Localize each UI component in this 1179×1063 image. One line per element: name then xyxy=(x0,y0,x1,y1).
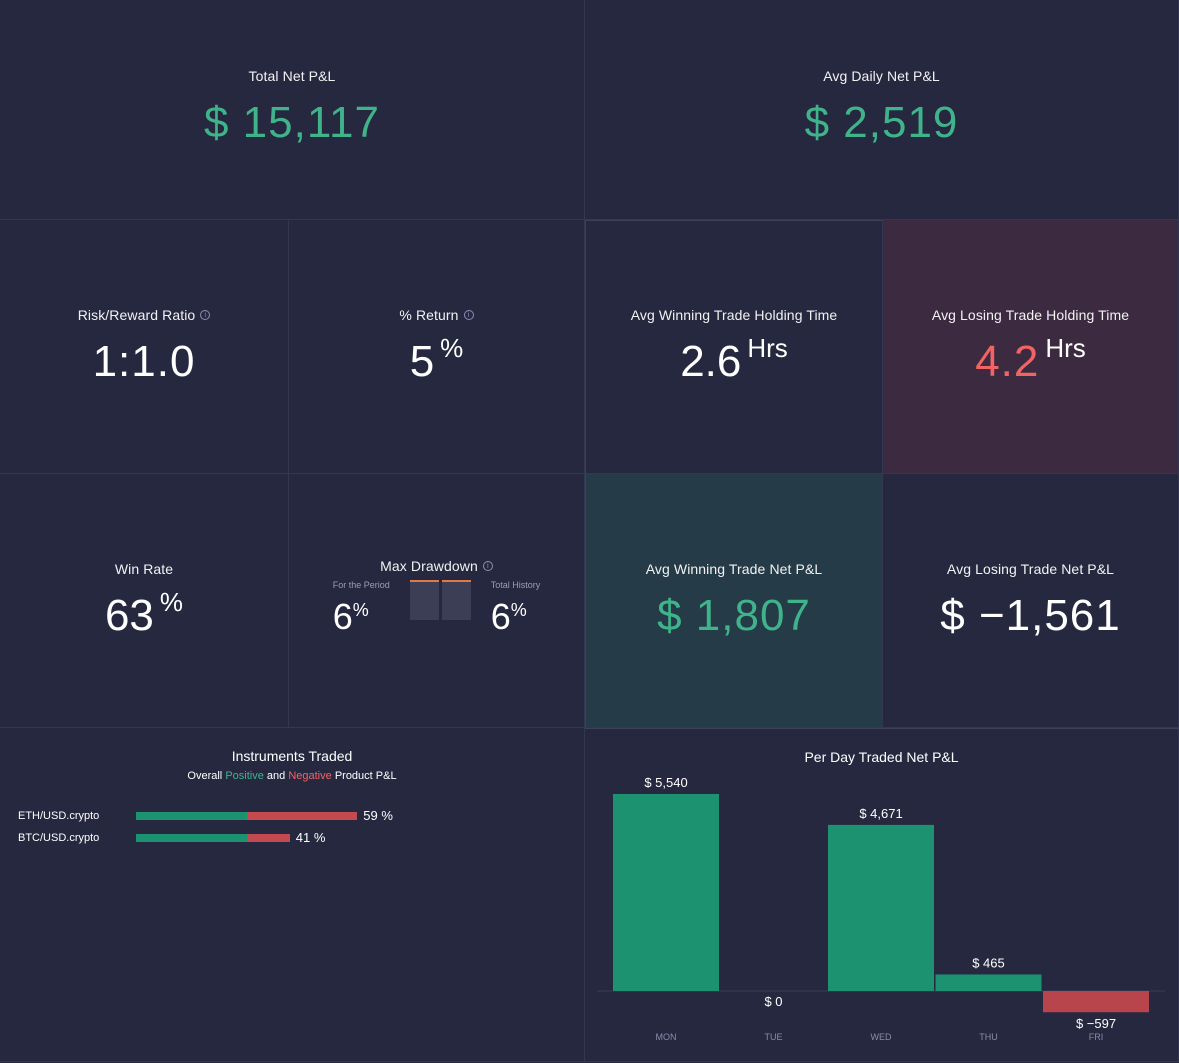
drawdown-bar-history xyxy=(441,579,471,620)
pct-return-label: % Return i xyxy=(399,306,474,323)
pct-return-unit: % xyxy=(440,332,464,363)
win-rate-value: 63 xyxy=(104,590,154,640)
instruments-sub-negative: Negative xyxy=(288,770,332,782)
avg-loss-pnl-card: Avg Losing Trade Net P&L $ −1,561 xyxy=(883,474,1179,728)
instrument-bar xyxy=(136,833,290,842)
instrument-name: ETH/USD.crypto xyxy=(18,809,100,822)
risk-reward-value: 1:1.0 xyxy=(92,336,196,386)
instrument-row[interactable]: ETH/USD.crypto 59 % xyxy=(18,808,393,823)
chart-data-label: $ 0 xyxy=(764,994,782,1009)
pct-return-value-row: 5 % xyxy=(409,333,464,387)
instruments-sub-suffix: Product P&L xyxy=(334,770,397,782)
instrument-bar-negative xyxy=(246,833,290,842)
instruments-title: Instruments Traded xyxy=(231,748,353,764)
avg-loss-hold-card: Avg Losing Trade Holding Time 4.2 Hrs xyxy=(883,220,1179,474)
avg-loss-hold-value-row: 4.2 Hrs xyxy=(975,333,1086,387)
chart-bar[interactable] xyxy=(935,974,1042,991)
drawdown-history-unit: % xyxy=(510,599,527,620)
avg-win-pnl-value: $ 1,807 xyxy=(657,590,811,640)
avg-win-hold-value: 2.6 xyxy=(680,337,742,386)
pct-return-card: % Return i 5 % xyxy=(289,220,585,474)
risk-reward-card: Risk/Reward Ratio i 1:1.0 xyxy=(0,220,289,474)
avg-loss-hold-unit: Hrs xyxy=(1045,332,1086,363)
chart-tick-label: TUE xyxy=(765,1032,783,1042)
avg-win-pnl-card: Avg Winning Trade Net P&L $ 1,807 xyxy=(585,474,883,728)
max-drawdown-label: Max Drawdown i xyxy=(380,558,493,574)
instruments-subtitle: Overall Positive and Negative Product P&… xyxy=(0,770,584,782)
total-net-pnl-value: $ 15,117 xyxy=(203,97,380,147)
drawdown-history-label: Total History xyxy=(490,579,541,590)
chart-data-label: $ −597 xyxy=(1076,1016,1116,1031)
chart-data-label: $ 465 xyxy=(972,955,1005,970)
chart-bar[interactable] xyxy=(613,794,719,991)
avg-win-hold-unit: Hrs xyxy=(747,333,788,363)
info-icon[interactable]: i xyxy=(463,309,474,320)
win-rate-label: Win Rate xyxy=(114,560,174,577)
drawdown-bars xyxy=(409,579,471,620)
per-day-card: Per Day Traded Net P&L $ 5,540 MON $ 0 TUE $… xyxy=(585,728,1179,1062)
avg-loss-pnl-value: $ −1,561 xyxy=(940,590,1121,640)
instrument-bar xyxy=(136,811,358,820)
max-drawdown-card: Max Drawdown i For the Period 6% Total H… xyxy=(289,474,585,728)
instrument-pct: 59 % xyxy=(363,808,393,823)
per-day-title: Per Day Traded Net P&L xyxy=(804,749,959,765)
avg-loss-hold-label: Avg Losing Trade Holding Time xyxy=(931,306,1130,323)
info-icon[interactable]: i xyxy=(482,560,493,571)
win-rate-unit: % xyxy=(159,586,184,617)
drawdown-period-number: 6 xyxy=(332,595,353,637)
drawdown-history: Total History 6% xyxy=(491,580,541,638)
max-drawdown-label-text: Max Drawdown xyxy=(380,557,478,574)
chart-bar[interactable] xyxy=(1043,991,1149,1013)
avg-loss-hold-value: 4.2 xyxy=(975,336,1040,386)
instruments-sub-positive: Positive xyxy=(225,770,264,782)
instruments-sub-and: and xyxy=(266,770,286,782)
info-icon[interactable]: i xyxy=(200,309,211,320)
drawdown-period: For the Period 6% xyxy=(333,580,390,638)
instrument-pct: 41 % xyxy=(295,830,326,845)
instruments-sub-prefix: Overall xyxy=(187,770,223,782)
drawdown-bar-period xyxy=(409,579,439,620)
chart-data-label: $ 5,540 xyxy=(644,775,687,790)
avg-win-pnl-label: Avg Winning Trade Net P&L xyxy=(645,560,823,577)
avg-win-hold-card: Avg Winning Trade Holding Time 2.6 Hrs xyxy=(585,220,883,474)
chart-tick-label: THU xyxy=(979,1032,998,1042)
instrument-name: BTC/USD.crypto xyxy=(18,831,100,844)
win-rate-value-row: 63 % xyxy=(104,587,183,641)
chart-tick-label: FRI xyxy=(1089,1032,1104,1042)
per-day-chart: $ 5,540 MON $ 0 TUE $ 4,671 WED $ 465 THU $ −597… xyxy=(597,775,1165,1042)
avg-daily-net-pnl-card: Avg Daily Net P&L $ 2,519 xyxy=(585,0,1179,220)
avg-loss-pnl-label: Avg Losing Trade Net P&L xyxy=(946,560,1115,577)
avg-daily-net-pnl-value: $ 2,519 xyxy=(804,97,959,147)
instrument-bar-negative xyxy=(246,811,358,820)
chart-bar[interactable] xyxy=(828,824,934,991)
instrument-bar-positive xyxy=(136,833,247,842)
avg-win-hold-value-row: 2.6 Hrs xyxy=(680,333,788,387)
pct-return-label-text: % Return xyxy=(399,306,459,323)
risk-reward-label-text: Risk/Reward Ratio xyxy=(77,306,196,323)
drawdown-period-unit: % xyxy=(352,599,369,620)
risk-reward-label: Risk/Reward Ratio i xyxy=(78,307,211,323)
drawdown-period-label: For the Period xyxy=(332,579,390,590)
drawdown-history-number: 6 xyxy=(490,595,511,637)
chart-tick-label: MON xyxy=(656,1032,677,1042)
total-net-pnl-label: Total Net P&L xyxy=(248,67,336,84)
drawdown-history-value: 6% xyxy=(491,596,541,638)
pct-return-value: 5 xyxy=(409,336,435,386)
avg-win-hold-label: Avg Winning Trade Holding Time xyxy=(630,307,838,323)
max-drawdown-body: For the Period 6% Total History 6% xyxy=(333,579,541,638)
avg-daily-net-pnl-label: Avg Daily Net P&L xyxy=(823,67,940,84)
win-rate-card: Win Rate 63 % xyxy=(0,474,289,728)
instrument-bar-positive xyxy=(136,811,247,820)
drawdown-period-value: 6% xyxy=(333,596,390,638)
instrument-row[interactable]: BTC/USD.crypto 41 % xyxy=(18,830,325,845)
chart-tick-label: WED xyxy=(871,1032,892,1042)
chart-data-label: $ 4,671 xyxy=(859,806,902,821)
total-net-pnl-card: Total Net P&L $ 15,117 xyxy=(0,0,585,220)
instruments-card: Instruments Traded Overall Positive and … xyxy=(0,728,585,1062)
